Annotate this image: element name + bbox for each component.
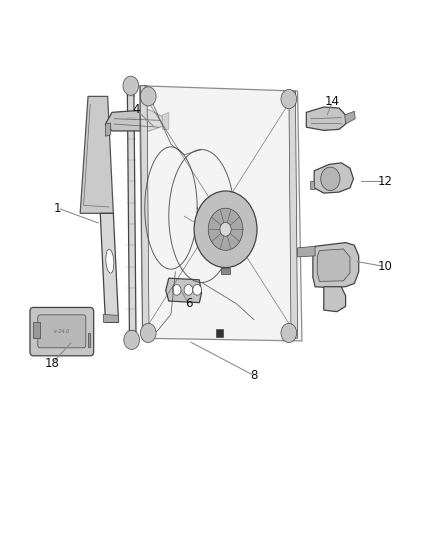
Text: e 24.0: e 24.0 bbox=[54, 329, 70, 334]
Circle shape bbox=[184, 285, 193, 295]
Polygon shape bbox=[306, 107, 346, 131]
Polygon shape bbox=[33, 322, 40, 338]
Polygon shape bbox=[345, 111, 355, 124]
Text: 8: 8 bbox=[250, 369, 258, 382]
Circle shape bbox=[208, 208, 243, 251]
Polygon shape bbox=[106, 110, 164, 131]
Text: 6: 6 bbox=[185, 297, 192, 310]
Circle shape bbox=[141, 324, 156, 343]
Polygon shape bbox=[317, 249, 350, 281]
Circle shape bbox=[281, 90, 297, 109]
Polygon shape bbox=[100, 213, 119, 322]
Text: 18: 18 bbox=[45, 357, 60, 370]
Polygon shape bbox=[215, 329, 223, 337]
Polygon shape bbox=[311, 181, 315, 189]
Polygon shape bbox=[141, 86, 149, 341]
Text: 12: 12 bbox=[378, 175, 392, 188]
Circle shape bbox=[220, 222, 231, 236]
Polygon shape bbox=[289, 91, 297, 338]
Text: 1: 1 bbox=[54, 201, 61, 214]
Circle shape bbox=[141, 87, 156, 106]
Circle shape bbox=[172, 285, 181, 295]
Ellipse shape bbox=[106, 249, 114, 273]
FancyBboxPatch shape bbox=[38, 315, 86, 348]
Polygon shape bbox=[88, 333, 90, 348]
Text: 10: 10 bbox=[378, 260, 392, 273]
Circle shape bbox=[194, 191, 257, 268]
FancyBboxPatch shape bbox=[30, 308, 94, 356]
Circle shape bbox=[321, 167, 340, 190]
Polygon shape bbox=[324, 287, 346, 312]
Text: 4: 4 bbox=[132, 103, 140, 116]
Polygon shape bbox=[80, 96, 113, 213]
Circle shape bbox=[123, 76, 139, 95]
Polygon shape bbox=[313, 243, 359, 288]
Polygon shape bbox=[140, 86, 302, 341]
Circle shape bbox=[208, 203, 230, 229]
Polygon shape bbox=[127, 86, 136, 341]
Polygon shape bbox=[106, 123, 111, 136]
Circle shape bbox=[281, 324, 297, 343]
Text: 14: 14 bbox=[325, 95, 340, 108]
Circle shape bbox=[124, 330, 140, 350]
Circle shape bbox=[193, 285, 201, 295]
Polygon shape bbox=[166, 278, 201, 303]
Polygon shape bbox=[314, 163, 353, 193]
Polygon shape bbox=[103, 314, 119, 322]
Polygon shape bbox=[221, 268, 230, 274]
Polygon shape bbox=[162, 112, 169, 130]
Polygon shape bbox=[297, 246, 315, 257]
